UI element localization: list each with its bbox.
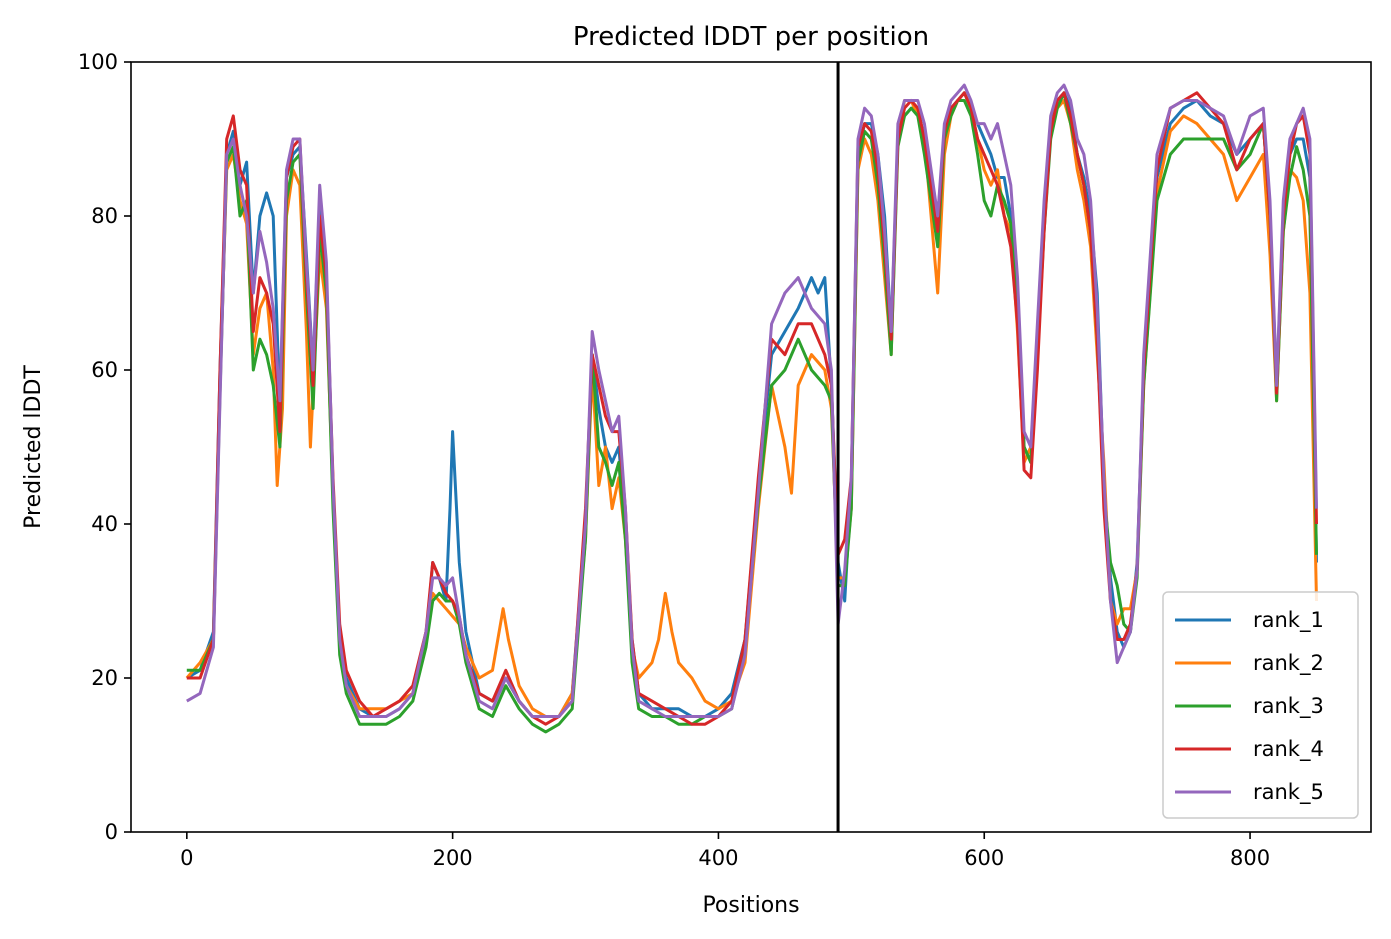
y-tick-label: 20 [91, 666, 118, 690]
legend-frame [1162, 591, 1359, 819]
y-axis-label: Predicted lDDT [21, 365, 46, 529]
legend-label-rank_5: rank_5 [1253, 780, 1324, 805]
x-axis-label: Positions [702, 893, 799, 918]
y-tick-label: 0 [105, 820, 118, 844]
legend-label-rank_4: rank_4 [1253, 737, 1324, 762]
plot-frame [130, 61, 1372, 833]
legend-label-rank_2: rank_2 [1253, 651, 1324, 676]
chart-title: Predicted lDDT per position [573, 22, 929, 52]
series-layer [185, 83, 1318, 734]
legend-label-rank_1: rank_1 [1253, 608, 1324, 633]
series-line-rank_3 [186, 91, 1318, 734]
x-tick-label: 200 [433, 846, 473, 870]
x-tick-label: 0 [180, 846, 193, 870]
y-axis: 0 20 40 60 80 100 [78, 50, 131, 844]
series-line-rank_5 [186, 83, 1318, 718]
x-tick-label: 400 [698, 846, 738, 870]
legend: rank_1 rank_2 rank_3 rank_4 rank_5 [1162, 591, 1359, 819]
x-axis: 0 200 400 600 800 [180, 832, 1270, 870]
y-tick-label: 100 [78, 50, 118, 74]
legend-label-rank_3: rank_3 [1253, 694, 1324, 719]
series-line-rank_1 [186, 91, 1318, 718]
y-tick-label: 60 [91, 358, 118, 382]
x-tick-label: 600 [964, 846, 1004, 870]
y-tick-label: 80 [91, 204, 118, 228]
series-line-rank_2 [185, 91, 1318, 718]
series-line-rank_4 [186, 91, 1318, 726]
y-tick-label: 40 [91, 512, 118, 536]
x-tick-label: 800 [1230, 846, 1270, 870]
